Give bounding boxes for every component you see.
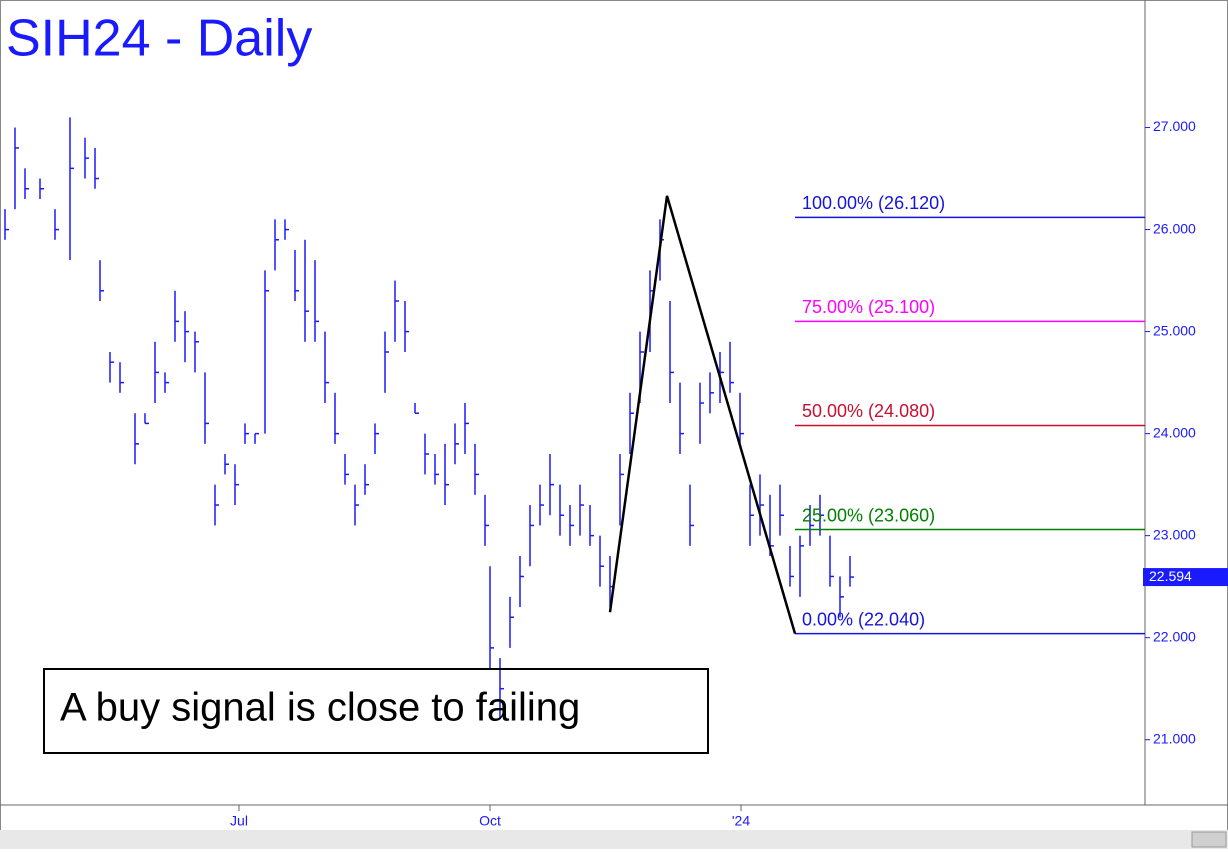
chart-title: SIH24 - Daily xyxy=(6,10,312,68)
y-tick-label: 26.000 xyxy=(1153,220,1196,236)
fib-label: 50.00% (24.080) xyxy=(802,401,935,421)
plot xyxy=(4,117,854,720)
y-tick-label: 27.000 xyxy=(1153,118,1196,134)
annotation-box xyxy=(43,668,709,754)
y-tick-label: 22.000 xyxy=(1153,628,1196,644)
x-tick-label: Jul xyxy=(230,813,248,829)
y-tick-label: 23.000 xyxy=(1153,526,1196,542)
fib-label: 0.00% (22.040) xyxy=(802,609,925,629)
y-tick-label: 25.000 xyxy=(1153,322,1196,338)
scrollbar xyxy=(0,830,1228,849)
fib-label: 75.00% (25.100) xyxy=(802,297,935,317)
fib-label: 25.00% (23.060) xyxy=(802,505,935,525)
last-price-box xyxy=(1143,568,1228,587)
y-tick-label: 21.000 xyxy=(1153,730,1196,746)
scroll-thumb[interactable] xyxy=(1191,831,1227,848)
annotation: A buy signal is close to failing xyxy=(60,686,580,730)
last-price-label: 22.594 xyxy=(1149,568,1192,584)
x-tick-label: Oct xyxy=(479,813,501,829)
fib-label: 100.00% (26.120) xyxy=(802,193,945,213)
pattern-line xyxy=(608,195,797,634)
x-tick-label: '24 xyxy=(732,813,750,829)
y-tick-label: 24.000 xyxy=(1153,424,1196,440)
